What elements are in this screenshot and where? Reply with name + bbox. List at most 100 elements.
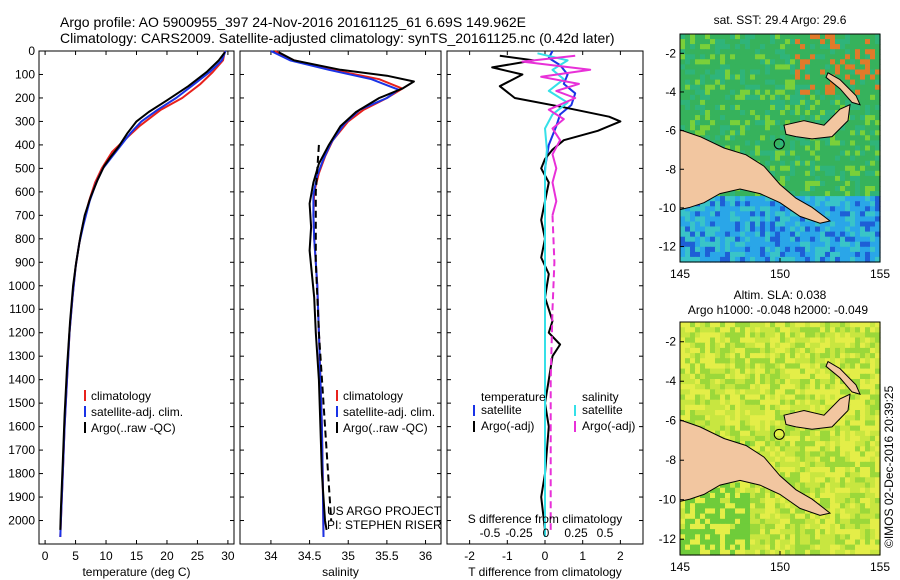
map-grid-cell: [830, 477, 836, 484]
map-grid-cell: [865, 34, 871, 40]
map-grid-cell: [860, 69, 866, 76]
map-grid-cell: [770, 145, 776, 152]
map-grid-cell: [685, 353, 691, 359]
map-grid-cell: [775, 384, 781, 390]
map-grid-cell: [690, 534, 696, 541]
map-grid-cell: [690, 399, 696, 406]
map-grid-cell: [755, 435, 761, 442]
map-grid-cell: [860, 410, 866, 416]
map-grid-cell: [795, 191, 801, 197]
map-grid-cell: [825, 544, 831, 551]
map-grid-cell: [865, 110, 871, 116]
map-grid-cell: [830, 104, 836, 111]
map-grid-cell: [835, 425, 841, 432]
map-grid-cell: [840, 226, 846, 233]
map-grid-cell: [850, 251, 856, 258]
map-grid-cell: [850, 231, 856, 238]
map-grid-cell: [825, 322, 831, 328]
map-grid-cell: [730, 487, 736, 494]
map-grid-cell: [690, 347, 696, 354]
map-grid-cell: [855, 216, 861, 223]
map-grid-cell: [720, 498, 726, 504]
map-grid-cell: [730, 322, 736, 328]
map-grid-cell: [770, 54, 776, 60]
map-grid-cell: [875, 332, 881, 339]
map-grid-cell: [845, 69, 851, 76]
map-grid-cell: [795, 358, 801, 364]
map-grid-cell: [780, 120, 786, 126]
map-grid-cell: [805, 384, 811, 390]
map-grid-cell: [870, 196, 876, 202]
map-grid-cell: [855, 120, 861, 126]
map-grid-cell: [770, 492, 776, 499]
map-grid-cell: [755, 430, 761, 437]
map-grid-cell: [720, 246, 726, 253]
map-grid-cell: [740, 492, 746, 499]
map-grid-cell: [780, 384, 786, 390]
map-grid-cell: [840, 347, 846, 354]
map-grid-cell: [705, 322, 711, 328]
map-grid-cell: [845, 34, 851, 40]
map-grid-cell: [680, 236, 686, 243]
land-outline: [825, 72, 861, 106]
map-grid-cell: [870, 523, 876, 530]
map-grid-cell: [775, 467, 781, 473]
map-grid-cell: [805, 59, 811, 65]
map-grid-cell: [860, 44, 866, 50]
map-grid-cell: [850, 498, 856, 504]
map-grid-cell: [720, 236, 726, 243]
map-grid-cell: [745, 145, 751, 152]
map-grid-cell: [690, 384, 696, 390]
map-grid-cell: [700, 404, 706, 411]
map-grid-cell: [815, 384, 821, 390]
map-grid-cell: [805, 467, 811, 473]
map-grid-cell: [765, 130, 771, 136]
map-grid-cell: [835, 347, 841, 354]
salinity-xtick-label: 34.5: [298, 549, 322, 563]
map-grid-cell: [700, 99, 706, 106]
map-grid-cell: [770, 389, 776, 396]
map-grid-cell: [765, 145, 771, 152]
map-grid-cell: [765, 446, 771, 453]
map-grid-cell: [700, 322, 706, 328]
map-grid-cell: [780, 441, 786, 447]
map-grid-cell: [720, 373, 726, 380]
map-grid-cell: [685, 79, 691, 86]
map-grid-cell: [845, 160, 851, 167]
map-grid-cell: [795, 94, 801, 101]
map-grid-cell: [680, 49, 686, 55]
map-grid-cell: [765, 49, 771, 55]
map-grid-cell: [865, 529, 871, 535]
map-grid-cell: [735, 379, 741, 385]
map-grid-cell: [835, 191, 841, 197]
map-grid-cell: [800, 353, 806, 359]
diff-legend-label: satellite: [582, 403, 623, 417]
map-grid-cell: [685, 373, 691, 380]
map-grid-cell: [775, 492, 781, 499]
map-grid-cell: [840, 170, 846, 177]
map-grid-cell: [695, 130, 701, 136]
map-grid-cell: [875, 201, 881, 207]
map-grid-cell: [825, 379, 831, 385]
map-grid-cell: [835, 451, 841, 458]
map-grid-cell: [860, 165, 866, 172]
map-grid-cell: [775, 508, 781, 515]
map-grid-cell: [850, 150, 856, 157]
map-grid-cell: [755, 446, 761, 453]
map-grid-cell: [745, 99, 751, 106]
map-grid-cell: [800, 373, 806, 380]
map-grid-cell: [820, 544, 826, 551]
map-grid-cell: [775, 84, 781, 91]
map-grid-cell: [830, 513, 836, 520]
map-grid-cell: [765, 140, 771, 147]
map-grid-cell: [845, 518, 851, 525]
map-grid-cell: [715, 104, 721, 111]
map-grid-cell: [760, 115, 766, 121]
map-grid-cell: [790, 170, 796, 177]
map-grid-cell: [725, 539, 731, 546]
map-grid-cell: [760, 363, 766, 370]
map-grid-cell: [720, 140, 726, 147]
map-grid-cell: [775, 64, 781, 71]
map-grid-cell: [720, 84, 726, 91]
map-grid-cell: [685, 94, 691, 101]
